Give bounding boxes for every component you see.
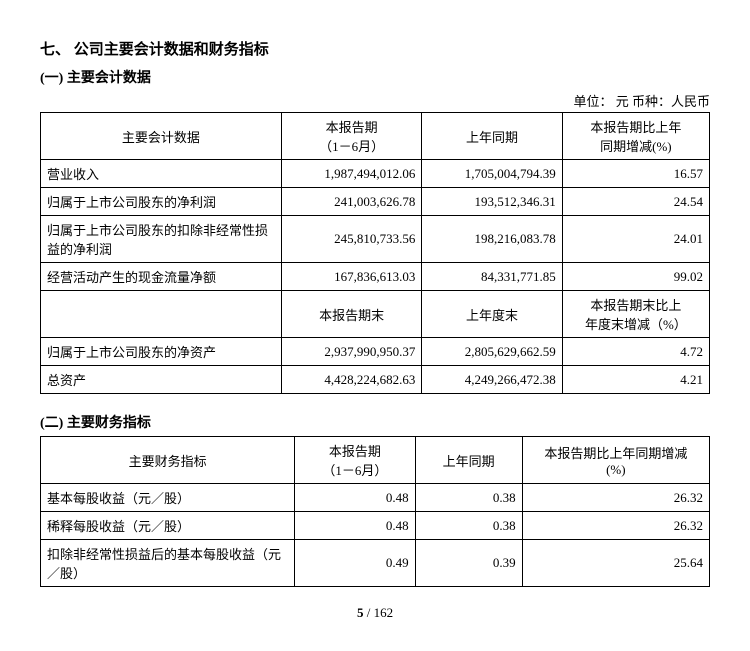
row-change: 24.01	[562, 216, 709, 263]
sub-head-empty	[41, 291, 282, 338]
th-prev-period: 上年同期	[415, 437, 522, 484]
subsection-title-2: (二) 主要财务指标	[40, 412, 710, 432]
sub-head-change-line2: 年度末增减（%）	[585, 317, 687, 332]
row-label: 基本每股收益（元／股）	[41, 484, 295, 512]
row-change: 26.32	[522, 484, 709, 512]
row-label: 归属于上市公司股东的扣除非经常性损益的净利润	[41, 216, 282, 263]
th-current-line2: （1－6月）	[319, 139, 384, 154]
unit-currency-line: 单位： 元 币种：人民币	[40, 91, 710, 110]
row-current: 0.49	[295, 540, 415, 587]
row-prev: 4,249,266,472.38	[422, 366, 562, 394]
table-row: 归属于上市公司股东的扣除非经常性损益的净利润 245,810,733.56 19…	[41, 216, 710, 263]
th-change-pct: 本报告期比上年 同期增减(%)	[562, 113, 709, 160]
th-change-line1: 本报告期比上年同期增减	[544, 446, 687, 461]
row-current: 245,810,733.56	[281, 216, 421, 263]
th-main-data: 主要会计数据	[41, 113, 282, 160]
page-footer: 5 / 162	[40, 605, 710, 621]
row-current: 241,003,626.78	[281, 188, 421, 216]
th-change-line2: 同期增减(%)	[600, 139, 672, 154]
table-row: 扣除非经常性损益后的基本每股收益（元／股） 0.49 0.39 25.64	[41, 540, 710, 587]
row-label: 扣除非经常性损益后的基本每股收益（元／股）	[41, 540, 295, 587]
sub-head-change: 本报告期末比上 年度末增减（%）	[562, 291, 709, 338]
page-sep: /	[363, 605, 373, 620]
row-change: 24.54	[562, 188, 709, 216]
sub-head-period-end: 本报告期末	[281, 291, 421, 338]
row-change: 4.21	[562, 366, 709, 394]
row-prev: 84,331,771.85	[422, 263, 562, 291]
th-change-line2: (%)	[606, 462, 626, 477]
subsection-title-1: (一) 主要会计数据	[40, 67, 710, 87]
row-change: 16.57	[562, 160, 709, 188]
row-prev: 0.38	[415, 484, 522, 512]
row-change: 4.72	[562, 338, 709, 366]
row-current: 2,937,990,950.37	[281, 338, 421, 366]
row-change: 25.64	[522, 540, 709, 587]
th-change-pct: 本报告期比上年同期增减 (%)	[522, 437, 709, 484]
row-label: 总资产	[41, 366, 282, 394]
th-current-line1: 本报告期	[329, 444, 381, 459]
th-current-period: 本报告期 （1－6月）	[295, 437, 415, 484]
row-change: 26.32	[522, 512, 709, 540]
row-change: 99.02	[562, 263, 709, 291]
table-row: 归属于上市公司股东的净利润 241,003,626.78 193,512,346…	[41, 188, 710, 216]
row-prev: 0.38	[415, 512, 522, 540]
row-label: 稀释每股收益（元／股）	[41, 512, 295, 540]
row-current: 4,428,224,682.63	[281, 366, 421, 394]
table-row: 稀释每股收益（元／股） 0.48 0.38 26.32	[41, 512, 710, 540]
th-change-line1: 本报告期比上年	[590, 120, 681, 135]
section-title: 七、 公司主要会计数据和财务指标	[40, 38, 710, 59]
table-row: 归属于上市公司股东的净资产 2,937,990,950.37 2,805,629…	[41, 338, 710, 366]
table-row: 营业收入 1,987,494,012.06 1,705,004,794.39 1…	[41, 160, 710, 188]
row-label: 营业收入	[41, 160, 282, 188]
sub-head-change-line1: 本报告期末比上	[590, 298, 681, 313]
row-label: 归属于上市公司股东的净资产	[41, 338, 282, 366]
row-prev: 2,805,629,662.59	[422, 338, 562, 366]
financial-indicators-table: 主要财务指标 本报告期 （1－6月） 上年同期 本报告期比上年同期增减 (%) …	[40, 436, 710, 587]
row-label: 归属于上市公司股东的净利润	[41, 188, 282, 216]
row-prev: 198,216,083.78	[422, 216, 562, 263]
th-current-period: 本报告期 （1－6月）	[281, 113, 421, 160]
row-prev: 1,705,004,794.39	[422, 160, 562, 188]
th-prev-period: 上年同期	[422, 113, 562, 160]
accounting-data-table: 主要会计数据 本报告期 （1－6月） 上年同期 本报告期比上年 同期增减(%) …	[40, 112, 710, 394]
th-current-line2: （1－6月）	[322, 463, 387, 478]
sub-header-row: 本报告期末 上年度末 本报告期末比上 年度末增减（%）	[41, 291, 710, 338]
row-label: 经营活动产生的现金流量净额	[41, 263, 282, 291]
table-row: 基本每股收益（元／股） 0.48 0.38 26.32	[41, 484, 710, 512]
table-row: 总资产 4,428,224,682.63 4,249,266,472.38 4.…	[41, 366, 710, 394]
row-current: 0.48	[295, 512, 415, 540]
row-prev: 193,512,346.31	[422, 188, 562, 216]
row-prev: 0.39	[415, 540, 522, 587]
th-indicator: 主要财务指标	[41, 437, 295, 484]
page-total: 162	[374, 605, 394, 620]
row-current: 1,987,494,012.06	[281, 160, 421, 188]
th-current-line1: 本报告期	[326, 120, 378, 135]
row-current: 0.48	[295, 484, 415, 512]
table-row: 经营活动产生的现金流量净额 167,836,613.03 84,331,771.…	[41, 263, 710, 291]
sub-head-prev-year-end: 上年度末	[422, 291, 562, 338]
row-current: 167,836,613.03	[281, 263, 421, 291]
